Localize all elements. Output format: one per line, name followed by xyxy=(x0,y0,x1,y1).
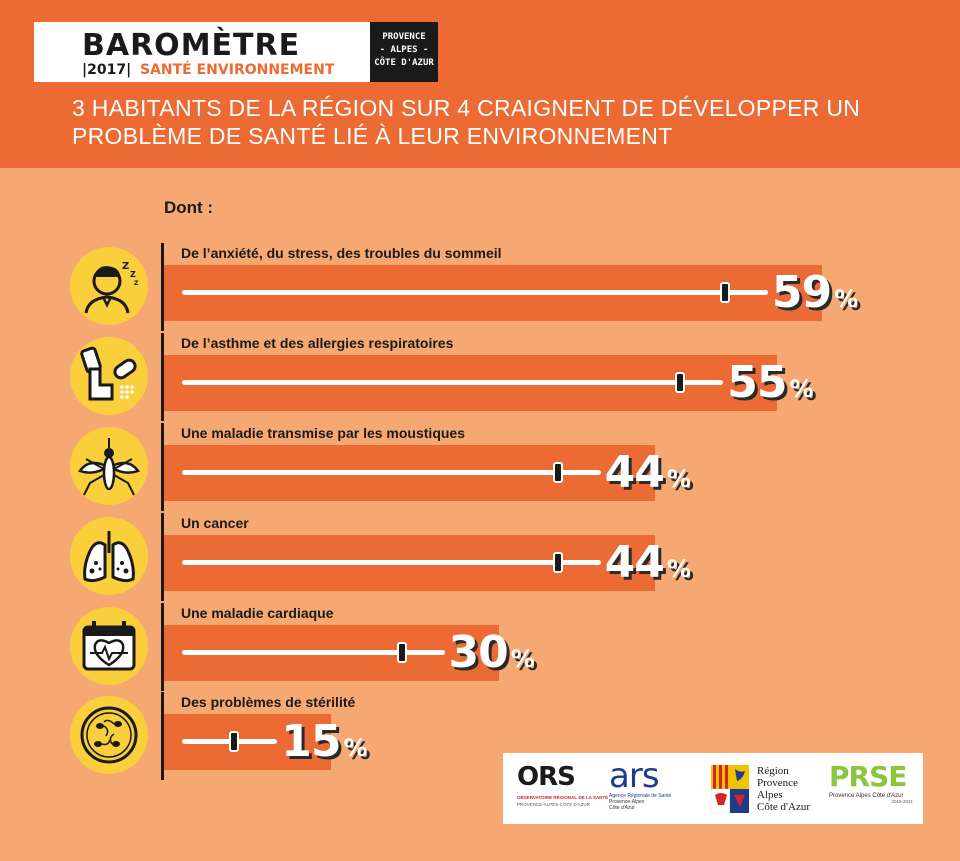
region-badge: PROVENCE - ALPES - CÔTE D'AZUR xyxy=(370,22,438,82)
partner-logos: ORS OBSERVATOIRE RÉGIONAL DE LA SANTÉ PR… xyxy=(503,753,923,824)
header-band: BAROMÈTRE |2017| SANTÉ ENVIRONNEMENT PRO… xyxy=(0,0,960,168)
ors-caption-2: PROVENCE-ALPES-CÔTE D'AZUR xyxy=(517,802,590,807)
region-line: PROVENCE xyxy=(382,32,426,42)
region-crest-icon xyxy=(710,765,749,814)
value-marker xyxy=(552,462,563,483)
inhaler-pill-icon xyxy=(70,337,148,415)
data-label: 30% xyxy=(448,627,535,678)
logo-title: BAROMÈTRE xyxy=(82,28,301,63)
data-label-unit: % xyxy=(834,285,858,313)
data-label: 15% xyxy=(281,716,367,767)
value-track xyxy=(182,470,601,475)
data-label-unit: % xyxy=(666,555,691,583)
calendar-heart-icon xyxy=(70,607,148,685)
ars-logo-text: ars xyxy=(609,756,660,796)
row-axis-line xyxy=(161,243,164,331)
category-label: De l’asthme et des allergies respiratoir… xyxy=(181,335,454,351)
data-label-value: 15 xyxy=(281,716,341,767)
region-text-line: Côte d'Azur xyxy=(757,801,810,813)
category-label: Un cancer xyxy=(181,515,249,531)
chart-row: De l’asthme et des allergies respiratoir… xyxy=(0,333,960,423)
data-label: 59% xyxy=(771,267,858,318)
lungs-icon xyxy=(70,517,148,595)
category-label: Une maladie cardiaque xyxy=(181,605,334,621)
region-line: - ALPES - xyxy=(379,45,429,55)
data-label-value: 44 xyxy=(604,447,665,498)
ars-caption-1: Agence Régionale de Santé xyxy=(609,793,672,799)
data-label-value: 59 xyxy=(771,267,832,318)
value-track xyxy=(182,380,724,385)
headline-line-2: PROBLÈME DE SANTÉ LIÉ À LEUR ENVIRONNEME… xyxy=(72,123,673,149)
ars-caption-2: Provence-Alpes xyxy=(609,799,645,805)
value-marker xyxy=(719,282,730,303)
row-axis-line xyxy=(161,692,164,780)
region-text-line: Provence xyxy=(757,777,798,789)
prse-logo: PRSE Provence Alpes Côte d'Azur 2015-202… xyxy=(829,761,921,817)
region-text-line: Région xyxy=(757,765,789,777)
value-track xyxy=(182,560,601,565)
logo-year: |2017| xyxy=(82,62,132,78)
category-label: Une maladie transmise par les moustiques xyxy=(181,425,465,441)
category-label: De l’anxiété, du stress, des troubles du… xyxy=(181,245,502,261)
prse-caption-2: 2015-2021 xyxy=(891,799,913,804)
value-marker xyxy=(552,552,563,573)
sperm-cells-icon xyxy=(70,696,148,774)
headline: 3 HABITANTS DE LA RÉGION SUR 4 CRAIGNENT… xyxy=(72,94,932,150)
svg-text:Z: Z xyxy=(130,270,136,279)
ars-logo: ars Agence Régionale de Santé Provence-A… xyxy=(609,759,699,817)
data-label-unit: % xyxy=(789,375,813,403)
row-axis-line xyxy=(161,513,164,601)
prse-caption-1: Provence Alpes Côte d'Azur xyxy=(829,793,904,799)
ors-logo: ORS OBSERVATOIRE RÉGIONAL DE LA SANTÉ PR… xyxy=(517,762,609,815)
headline-line-1: 3 HABITANTS DE LA RÉGION SUR 4 CRAIGNENT… xyxy=(72,95,861,121)
intro-label: Dont : xyxy=(164,198,214,217)
barometre-logo: BAROMÈTRE |2017| SANTÉ ENVIRONNEMENT xyxy=(34,22,370,82)
value-track xyxy=(182,290,768,295)
category-label: Des problèmes de stérilité xyxy=(181,694,356,710)
chart-row: Z Z Z De l’anxiété, du stress, des troubles… xyxy=(0,243,960,333)
data-label-value: 44 xyxy=(604,537,665,588)
chart-row: Un cancer 44% xyxy=(0,513,960,603)
chart-row: Une maladie transmise par les moustiques… xyxy=(0,423,960,513)
data-label-unit: % xyxy=(343,734,367,762)
value-track xyxy=(182,650,445,655)
prse-logo-text: PRSE xyxy=(829,760,907,793)
ars-caption-3: Côte d'Azur xyxy=(609,805,635,811)
data-label-unit: % xyxy=(510,645,535,673)
data-label: 44% xyxy=(604,447,691,498)
region-text-line: Alpes xyxy=(757,789,783,801)
row-axis-line xyxy=(161,333,164,421)
region-line: CÔTE D'AZUR xyxy=(374,58,434,68)
data-label-value: 30 xyxy=(448,627,509,678)
ors-caption-1: OBSERVATOIRE RÉGIONAL DE LA SANTÉ xyxy=(517,795,609,800)
ors-logo-text: ORS xyxy=(517,762,576,792)
row-axis-line xyxy=(161,423,164,511)
data-label: 55% xyxy=(727,357,813,408)
data-label-value: 55 xyxy=(727,357,787,408)
chart-row: Des problèmes de stérilité 15% xyxy=(0,692,960,782)
mosquito-icon xyxy=(70,427,148,505)
chart-row: Une maladie cardiaque 30% xyxy=(0,603,960,693)
data-label-unit: % xyxy=(666,465,691,493)
data-label: 44% xyxy=(604,537,691,588)
svg-text:Z: Z xyxy=(122,261,129,272)
value-marker xyxy=(229,731,240,752)
row-axis-line xyxy=(161,603,164,691)
logo-subtitle: SANTÉ ENVIRONNEMENT xyxy=(140,62,335,78)
svg-text:Z: Z xyxy=(134,280,139,287)
region-logo-text: Région Provence Alpes Côte d'Azur xyxy=(757,765,810,813)
value-marker xyxy=(675,372,686,393)
value-marker xyxy=(396,642,407,663)
